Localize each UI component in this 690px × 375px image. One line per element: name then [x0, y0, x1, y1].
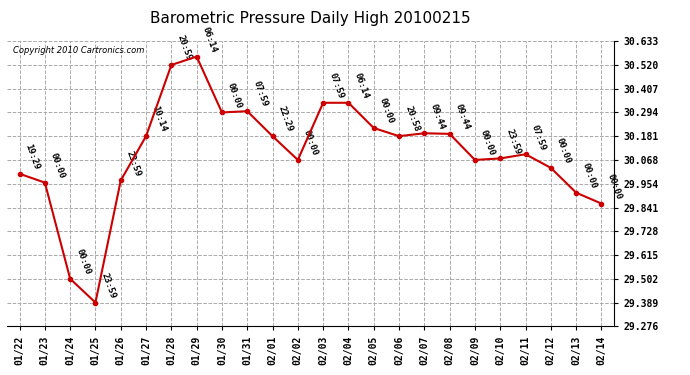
Text: 00:00: 00:00: [555, 137, 573, 165]
Text: 23:59: 23:59: [99, 272, 117, 300]
Text: 00:00: 00:00: [580, 162, 598, 190]
Text: 00:00: 00:00: [606, 172, 623, 201]
Text: 07:59: 07:59: [530, 123, 547, 152]
Text: Copyright 2010 Cartronics.com: Copyright 2010 Cartronics.com: [13, 45, 144, 54]
Text: 00:00: 00:00: [226, 81, 244, 110]
Text: 19:29: 19:29: [23, 142, 41, 171]
Text: 06:14: 06:14: [353, 72, 371, 100]
Text: 06:14: 06:14: [201, 26, 219, 54]
Text: 23:59: 23:59: [125, 149, 143, 178]
Text: 10:14: 10:14: [150, 105, 168, 134]
Text: 20:59: 20:59: [175, 34, 193, 62]
Text: 00:00: 00:00: [479, 129, 497, 157]
Text: 23:59: 23:59: [504, 128, 522, 156]
Text: 00:00: 00:00: [75, 248, 92, 276]
Text: 09:44: 09:44: [454, 103, 471, 131]
Text: 22:29: 22:29: [277, 105, 295, 134]
Text: 00:00: 00:00: [378, 97, 395, 125]
Text: 00:00: 00:00: [49, 152, 67, 180]
Text: 07:59: 07:59: [251, 80, 269, 108]
Text: 09:44: 09:44: [428, 102, 446, 130]
Text: 20:58: 20:58: [403, 105, 421, 134]
Text: 00:00: 00:00: [302, 129, 319, 157]
Text: Barometric Pressure Daily High 20100215: Barometric Pressure Daily High 20100215: [150, 11, 471, 26]
Text: 07:59: 07:59: [327, 72, 345, 100]
